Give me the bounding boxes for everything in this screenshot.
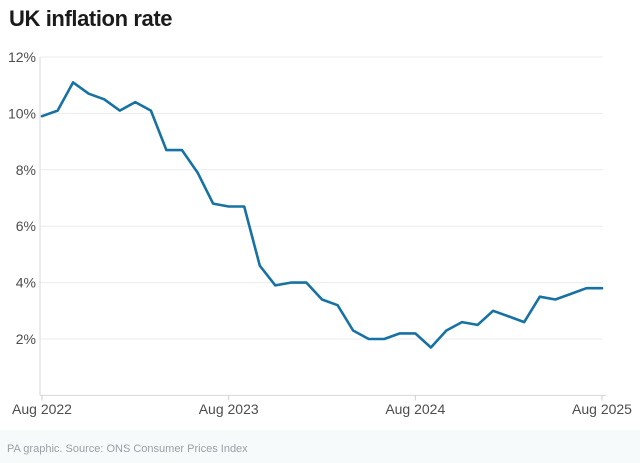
x-tick-label: Aug 2022 — [12, 401, 72, 417]
y-tick-label: 12% — [8, 49, 36, 65]
y-tick-label: 2% — [16, 331, 36, 347]
inflation-line — [40, 81, 604, 349]
y-tick-label: 8% — [16, 162, 36, 178]
y-axis: 12% 10% 8% 6% 4% 2% — [8, 49, 41, 396]
gridlines — [40, 56, 603, 340]
x-axis: Aug 2022 Aug 2023 Aug 2024 Aug 2025 — [12, 394, 632, 417]
y-tick-label: 6% — [16, 218, 36, 234]
x-tick-label: Aug 2025 — [572, 401, 632, 417]
chart-title: UK inflation rate — [9, 6, 173, 31]
footer-bar: PA graphic. Source: ONS Consumer Prices … — [0, 430, 640, 463]
y-tick-label: 4% — [16, 275, 36, 291]
y-tick-label: 10% — [8, 105, 36, 121]
source-credit: PA graphic. Source: ONS Consumer Prices … — [7, 443, 248, 455]
x-tick-label: Aug 2024 — [385, 401, 445, 417]
line-chart: 12% 10% 8% 6% 4% 2% Aug 2022 Aug 2023 Au… — [8, 49, 632, 417]
x-tick-label: Aug 2023 — [199, 401, 259, 417]
